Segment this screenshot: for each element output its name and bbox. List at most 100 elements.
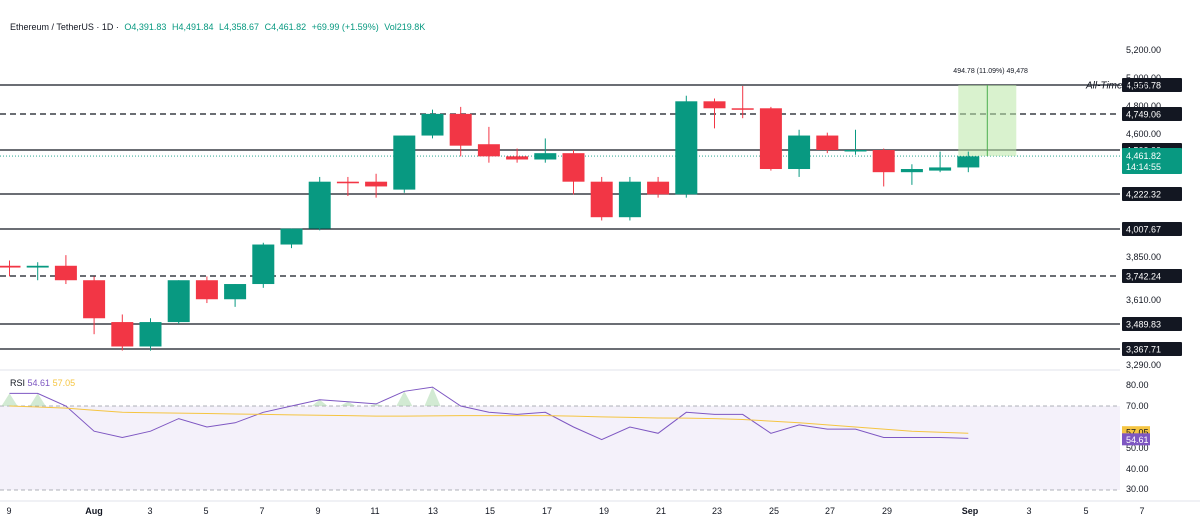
x-tick-4: 7 [259,506,264,516]
level-tag-4 [1122,222,1182,236]
x-tick-18: 5 [1083,506,1088,516]
change-value: +69.99 (+1.59%) [311,22,379,32]
price-tick-2: 4,800.00 [1126,101,1161,111]
candle-17 [477,144,500,157]
volume-value: Vol219.8K [384,22,426,32]
rsi-tick-0: 80.00 [1126,380,1149,390]
candle-33 [929,167,952,171]
current-price-tag [1122,148,1182,175]
candle-27 [759,108,782,170]
level-label-6: 3,489.83 [1126,320,1161,330]
rsi-ma-text: 57.05 [52,378,76,388]
x-tick-10: 19 [599,506,609,516]
candle-23 [647,181,670,195]
level-tag-7 [1122,342,1182,356]
candle-28 [788,135,811,170]
rsi-overbought-fill [1,387,441,406]
candle-31 [872,150,895,173]
candle-14 [393,135,416,190]
candle-32 [900,169,923,173]
rsi-label-text: RSI [10,378,26,388]
x-tick-15: 29 [882,506,892,516]
rsi-ma-line [9,405,969,434]
level-label-1: 4,749.06 [1126,110,1161,120]
level-label-7: 3,367.71 [1126,345,1161,355]
x-tick-11: 21 [656,506,666,516]
rsi-header: RSI 54.61 57.05 [10,378,75,388]
rsi-tick-3: 40.00 [1126,464,1149,474]
rsi-tick-1: 70.00 [1126,401,1149,411]
x-tick-3: 5 [203,506,208,516]
price-tick-0: 5,200.00 [1126,45,1161,55]
candle-6 [167,280,190,323]
candle-16 [449,113,472,146]
level-label-3: 4,222.32 [1126,190,1161,200]
rsi-value-tag [1122,433,1150,446]
candle-4 [111,322,134,347]
x-tick-19: 7 [1139,506,1144,516]
x-tick-1: Aug [85,506,103,516]
rsi-ma-value: 57.05 [1126,428,1149,438]
candle-8 [224,284,247,300]
candle-5 [139,322,162,347]
level-tag-6 [1122,317,1182,331]
x-tick-17: 3 [1026,506,1031,516]
level-tag-3 [1122,187,1182,201]
price-tick-5: 3,610.00 [1126,295,1161,305]
open-value: O4,391.83 [124,22,167,32]
rsi-value-text: 54.61 [27,378,51,388]
candle-0 [0,265,21,268]
candle-26 [731,108,754,110]
candle-34 [957,156,980,168]
level-label-0: 4,956.78 [1126,81,1161,91]
candle-25 [703,101,726,109]
level-tag-1 [1122,107,1182,121]
rsi-value: 54.61 [1126,435,1149,445]
x-tick-5: 9 [315,506,320,516]
level-tag-5 [1122,269,1182,283]
candle-18 [506,156,529,160]
price-tick-6: 3,290.00 [1126,360,1161,370]
candle-30 [844,150,867,152]
high-value: H4,491.84 [171,22,214,32]
price-tick-3: 4,600.00 [1126,129,1161,139]
x-tick-8: 15 [485,506,495,516]
candle-10 [280,228,303,245]
x-tick-0: 9 [6,506,11,516]
rsi-tick-2: 50.00 [1126,443,1149,453]
x-tick-16: Sep [962,506,979,516]
ohlc-header: Ethereum / TetherUS · 1D · O4,391.83 H4,… [10,22,428,32]
x-tick-7: 13 [428,506,438,516]
x-tick-2: 3 [147,506,152,516]
candle-13 [365,181,388,187]
measure-label: 494.78 (11.09%) 49,478 [953,68,1028,75]
candle-11 [308,181,331,229]
candle-3 [83,280,106,319]
x-tick-13: 25 [769,506,779,516]
x-tick-9: 17 [542,506,552,516]
x-tick-6: 11 [370,506,379,516]
price-tick-4: 3,850.00 [1126,252,1161,262]
candle-22 [618,181,641,218]
candle-24 [675,101,698,195]
rsi-band [0,406,1120,490]
low-value: L4,358.67 [219,22,260,32]
candle-12 [336,181,359,184]
x-tick-14: 27 [825,506,835,516]
candle-19 [534,153,557,160]
candle-21 [590,181,613,218]
level-label-4: 4,007.67 [1126,225,1161,235]
countdown-label: 14:14:55 [1126,162,1161,172]
rsi-tick-4: 30.00 [1126,484,1149,494]
candle-2 [54,265,77,281]
candle-20 [562,153,585,182]
candle-1 [26,265,49,268]
level-label-5: 3,742.24 [1126,272,1161,282]
x-tick-12: 23 [712,506,722,516]
candle-29 [816,135,839,150]
candle-9 [252,244,275,285]
candle-7 [195,280,218,300]
rsi-line [9,386,969,441]
symbol-title[interactable]: Ethereum / TetherUS · 1D · [10,22,119,32]
